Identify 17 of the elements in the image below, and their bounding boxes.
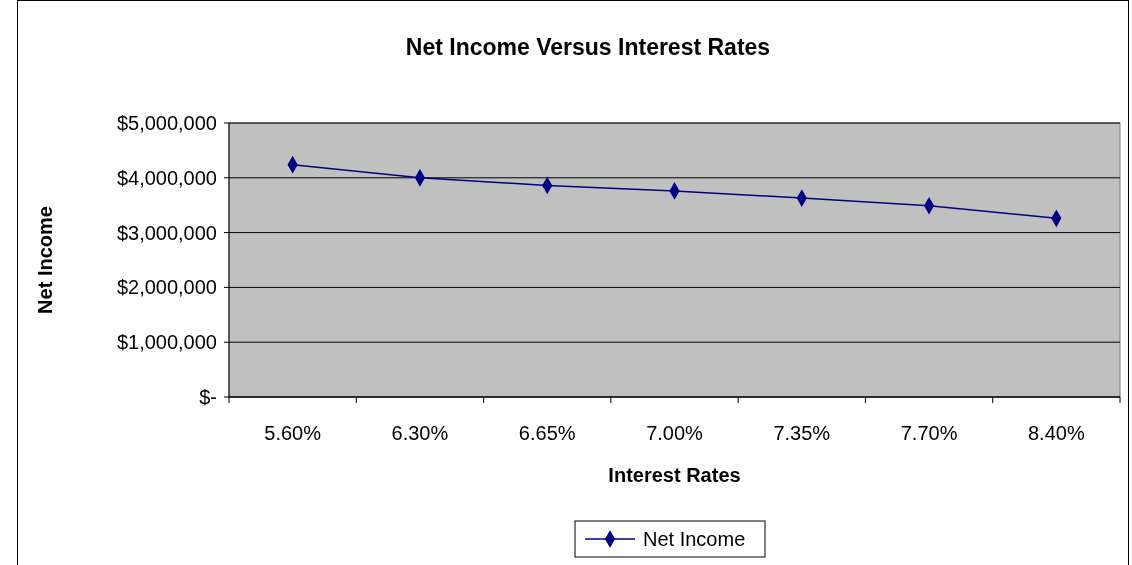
legend-label: Net Income <box>643 528 746 550</box>
y-tick-label: $1,000,000 <box>116 331 217 354</box>
x-tick-label: 8.40% <box>1028 422 1085 444</box>
y-tick-label: $2,000,000 <box>116 276 217 299</box>
x-tick-label: 6.65% <box>518 422 576 444</box>
x-tick-label: 7.35% <box>773 422 831 444</box>
y-tick-label: $5,000,000 <box>116 112 217 134</box>
chart-title: Net Income Versus Interest Rates <box>405 34 771 60</box>
x-axis-title: Interest Rates <box>608 464 741 486</box>
y-tick-label: $3,000,000 <box>116 221 217 244</box>
y-tick-label: $- <box>199 386 217 408</box>
y-tick-label: $4,000,000 <box>116 166 217 189</box>
x-tick-label: 7.70% <box>900 422 958 444</box>
x-tick-label: 6.30% <box>391 422 449 444</box>
y-axis-title: Net Income <box>34 206 56 314</box>
x-tick-label: 5.60% <box>264 422 322 444</box>
x-tick-label: 7.00% <box>646 422 704 444</box>
